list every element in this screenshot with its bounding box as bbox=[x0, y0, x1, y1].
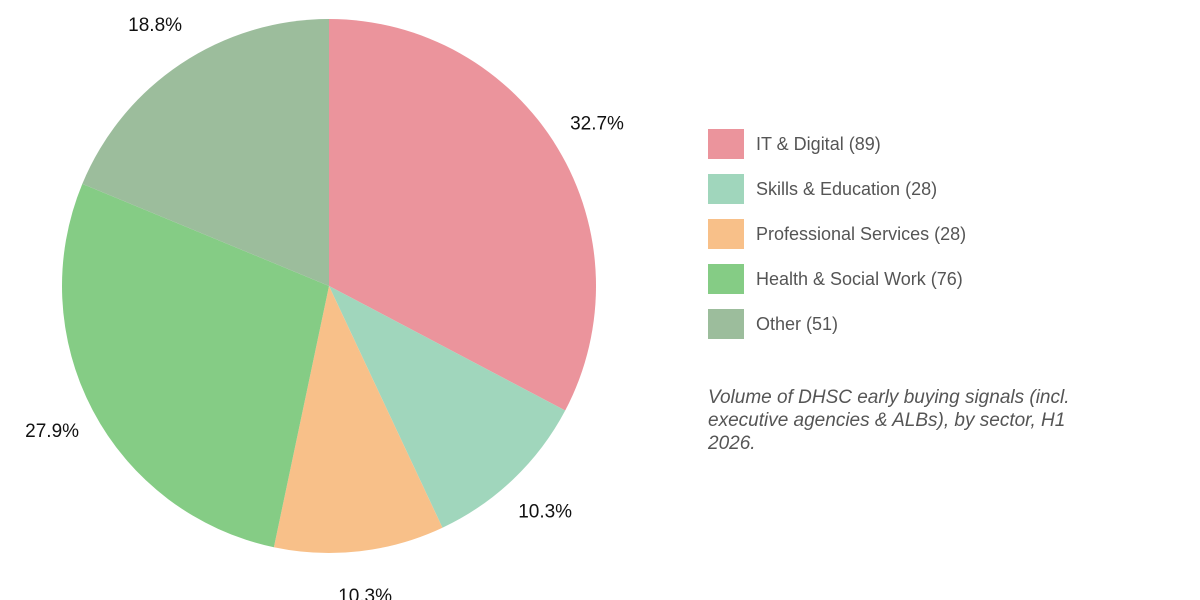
legend-label: Professional Services (28) bbox=[756, 223, 967, 244]
legend-label: IT & Digital (89) bbox=[756, 133, 881, 154]
legend-item: Health & Social Work (76) bbox=[708, 263, 1148, 295]
slice-percent-label: 10.3% bbox=[518, 501, 572, 522]
legend-item: Other (51) bbox=[708, 308, 1148, 340]
legend-swatch bbox=[708, 174, 744, 204]
pie-slice bbox=[273, 286, 443, 553]
chart-legend: IT & Digital (89) Skills & Education (28)… bbox=[708, 128, 1148, 353]
slice-percent-label: 10.3% bbox=[338, 586, 392, 600]
pie-slice bbox=[329, 286, 566, 528]
pie-slice bbox=[62, 183, 330, 548]
legend-swatch bbox=[708, 219, 744, 249]
pie-slice bbox=[82, 19, 330, 286]
legend-swatch bbox=[708, 264, 744, 294]
pie-slice bbox=[329, 19, 597, 411]
legend-item: Professional Services (28) bbox=[708, 218, 1148, 250]
slice-percent-label: 18.8% bbox=[128, 15, 182, 36]
legend-swatch bbox=[708, 129, 744, 159]
legend-label: Other (51) bbox=[756, 313, 839, 334]
legend-swatch bbox=[708, 309, 744, 339]
slice-percent-label: 32.7% bbox=[570, 113, 624, 134]
legend-label: Skills & Education (28) bbox=[756, 178, 938, 199]
chart-caption: Volume of DHSC early buying signals (inc… bbox=[708, 387, 1070, 454]
legend-label: Health & Social Work (76) bbox=[756, 268, 963, 289]
pie-chart: 32.7% 10.3% 10.3% 27.9% 18.8% bbox=[25, 15, 624, 600]
legend-item: IT & Digital (89) bbox=[708, 128, 1148, 160]
slice-percent-label: 27.9% bbox=[25, 421, 79, 442]
legend-item: Skills & Education (28) bbox=[708, 173, 1148, 205]
